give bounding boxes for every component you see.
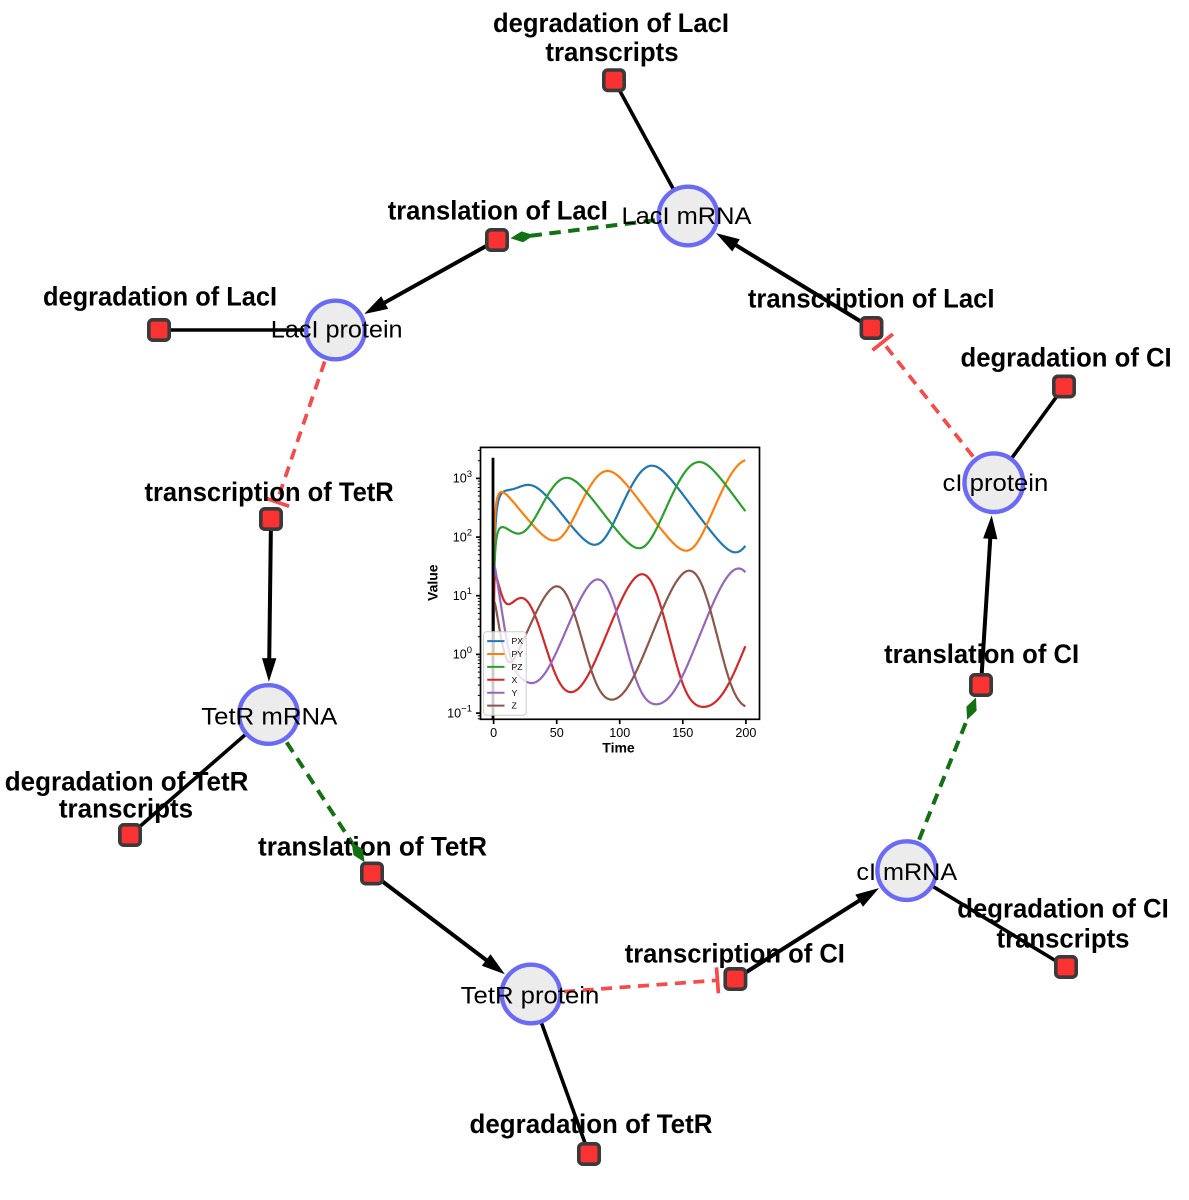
svg-text:200: 200	[735, 726, 756, 740]
svg-text:LacI mRNA: LacI mRNA	[622, 203, 752, 230]
svg-text:degradation of TetR: degradation of TetR	[470, 1109, 713, 1139]
svg-text:transcripts: transcripts	[545, 37, 678, 67]
svg-text:50: 50	[550, 726, 564, 740]
svg-text:X: X	[512, 675, 518, 685]
svg-text:0: 0	[490, 726, 497, 740]
svg-text:degradation of LacI: degradation of LacI	[43, 282, 277, 312]
svg-text:translation of LacI: translation of LacI	[388, 195, 608, 225]
svg-text:PX: PX	[512, 636, 524, 646]
svg-text:transcription of CI: transcription of CI	[625, 938, 845, 968]
svg-text:TetR mRNA: TetR mRNA	[201, 703, 337, 730]
svg-text:degradation of CI: degradation of CI	[961, 343, 1172, 373]
svg-text:degradation of TetR: degradation of TetR	[5, 767, 249, 797]
svg-text:PY: PY	[512, 649, 524, 659]
svg-text:PZ: PZ	[512, 662, 524, 672]
svg-text:degradation of LacI: degradation of LacI	[493, 8, 729, 38]
svg-text:transcription of TetR: transcription of TetR	[144, 477, 393, 507]
svg-text:transcripts: transcripts	[997, 924, 1130, 954]
svg-text:TetR protein: TetR protein	[461, 982, 600, 1009]
svg-text:transcripts: transcripts	[59, 794, 193, 824]
svg-text:150: 150	[672, 726, 693, 740]
svg-text:translation of CI: translation of CI	[884, 639, 1079, 669]
svg-text:Y: Y	[512, 688, 518, 698]
svg-text:LacI protein: LacI protein	[271, 317, 403, 344]
svg-text:Value: Value	[425, 564, 441, 601]
svg-text:degradation of CI: degradation of CI	[957, 894, 1169, 924]
svg-text:translation of TetR: translation of TetR	[258, 832, 487, 862]
svg-text:Z: Z	[512, 701, 518, 711]
svg-text:cI protein: cI protein	[943, 470, 1049, 497]
svg-text:cI mRNA: cI mRNA	[856, 859, 957, 886]
svg-text:Time: Time	[602, 740, 635, 756]
svg-text:transcription of LacI: transcription of LacI	[748, 284, 995, 314]
svg-text:100: 100	[609, 726, 630, 740]
